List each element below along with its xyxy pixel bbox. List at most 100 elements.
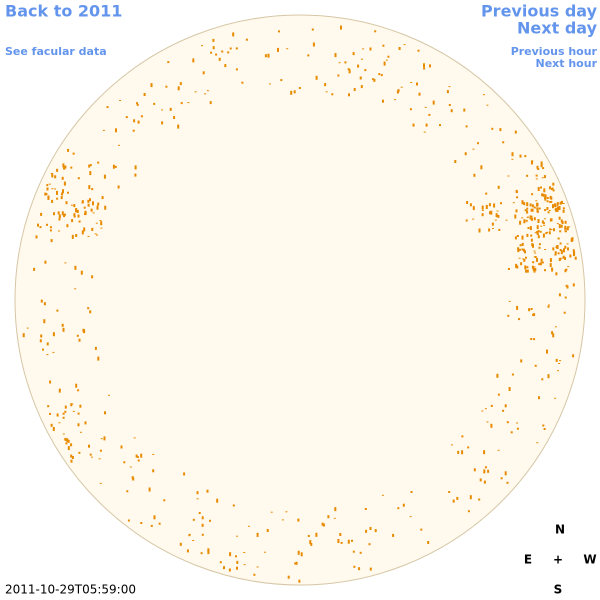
facula <box>558 258 561 261</box>
facula <box>70 454 73 458</box>
facula <box>177 124 180 129</box>
facula <box>541 193 544 197</box>
facula <box>192 540 195 541</box>
facula <box>531 160 533 165</box>
facula <box>337 539 340 543</box>
facula <box>500 202 502 205</box>
facula <box>555 246 558 248</box>
facula <box>537 168 540 170</box>
facula <box>531 208 534 212</box>
facula <box>56 191 58 195</box>
facula <box>63 214 66 218</box>
facula <box>417 49 420 52</box>
facula <box>533 338 536 341</box>
facula <box>492 228 494 229</box>
facula <box>77 423 80 427</box>
facula <box>481 205 484 210</box>
facula <box>297 518 300 522</box>
previous-hour-link[interactable]: Previous hour <box>511 45 598 58</box>
facula <box>179 542 182 546</box>
facula <box>506 481 509 484</box>
facula <box>563 311 566 314</box>
facula <box>526 266 529 269</box>
facular-link[interactable]: See facular data <box>5 45 107 58</box>
facula <box>134 173 137 177</box>
facula <box>542 222 545 225</box>
facula <box>554 251 557 255</box>
facula <box>348 93 350 97</box>
facula <box>418 92 421 96</box>
facula <box>150 83 153 88</box>
next-hour-link[interactable]: Next hour <box>536 57 598 70</box>
facula <box>403 44 406 46</box>
facula <box>39 226 42 229</box>
facula <box>253 573 256 576</box>
facula <box>45 193 48 195</box>
facula <box>52 427 55 431</box>
facula <box>204 93 207 95</box>
solar-disk <box>14 14 586 586</box>
facula <box>64 410 67 413</box>
facula <box>286 48 289 50</box>
facula <box>77 412 80 415</box>
facula <box>402 503 405 507</box>
facula <box>114 165 117 168</box>
facula <box>481 213 484 217</box>
facula <box>558 224 561 225</box>
facula <box>47 195 50 200</box>
facula <box>236 560 239 564</box>
facula <box>502 409 505 412</box>
facula <box>369 47 372 51</box>
facula <box>135 454 138 458</box>
facula <box>557 252 560 255</box>
facula <box>543 224 546 226</box>
facula <box>202 71 205 75</box>
facula <box>152 469 155 473</box>
facula <box>340 541 343 544</box>
facula <box>398 47 401 50</box>
facula <box>536 225 539 230</box>
facula <box>361 58 363 60</box>
facula <box>307 535 310 537</box>
facula <box>77 389 80 392</box>
facula <box>196 491 199 495</box>
facula <box>91 227 94 231</box>
previous-day-link[interactable]: Previous day <box>481 2 598 21</box>
next-day-link[interactable]: Next day <box>517 19 598 38</box>
facula <box>547 211 550 214</box>
facula <box>541 177 544 179</box>
back-link[interactable]: Back to 2011 <box>5 2 122 21</box>
facula <box>540 161 543 166</box>
facula <box>497 214 500 218</box>
facula <box>186 549 189 553</box>
facula <box>39 339 42 343</box>
facula <box>550 196 553 200</box>
facula <box>556 223 559 225</box>
facula <box>516 190 518 193</box>
facula <box>337 74 340 77</box>
facula <box>502 141 505 144</box>
facula <box>70 204 73 206</box>
facula <box>528 308 531 312</box>
facula <box>83 206 86 209</box>
facula <box>71 219 74 223</box>
facula <box>67 191 69 194</box>
facula <box>287 575 290 579</box>
facula <box>152 453 155 455</box>
facula <box>82 328 85 332</box>
facula <box>532 313 534 316</box>
facula <box>394 99 397 101</box>
facula <box>483 469 486 474</box>
facula <box>232 504 235 507</box>
facula <box>448 104 451 106</box>
facula <box>521 217 524 219</box>
facula <box>37 223 39 227</box>
facula <box>353 88 356 91</box>
facula <box>382 44 385 47</box>
facula <box>487 469 490 473</box>
facula <box>511 152 514 157</box>
facula <box>461 435 464 438</box>
facula <box>97 161 100 164</box>
facula <box>103 436 106 441</box>
facula <box>210 51 213 54</box>
